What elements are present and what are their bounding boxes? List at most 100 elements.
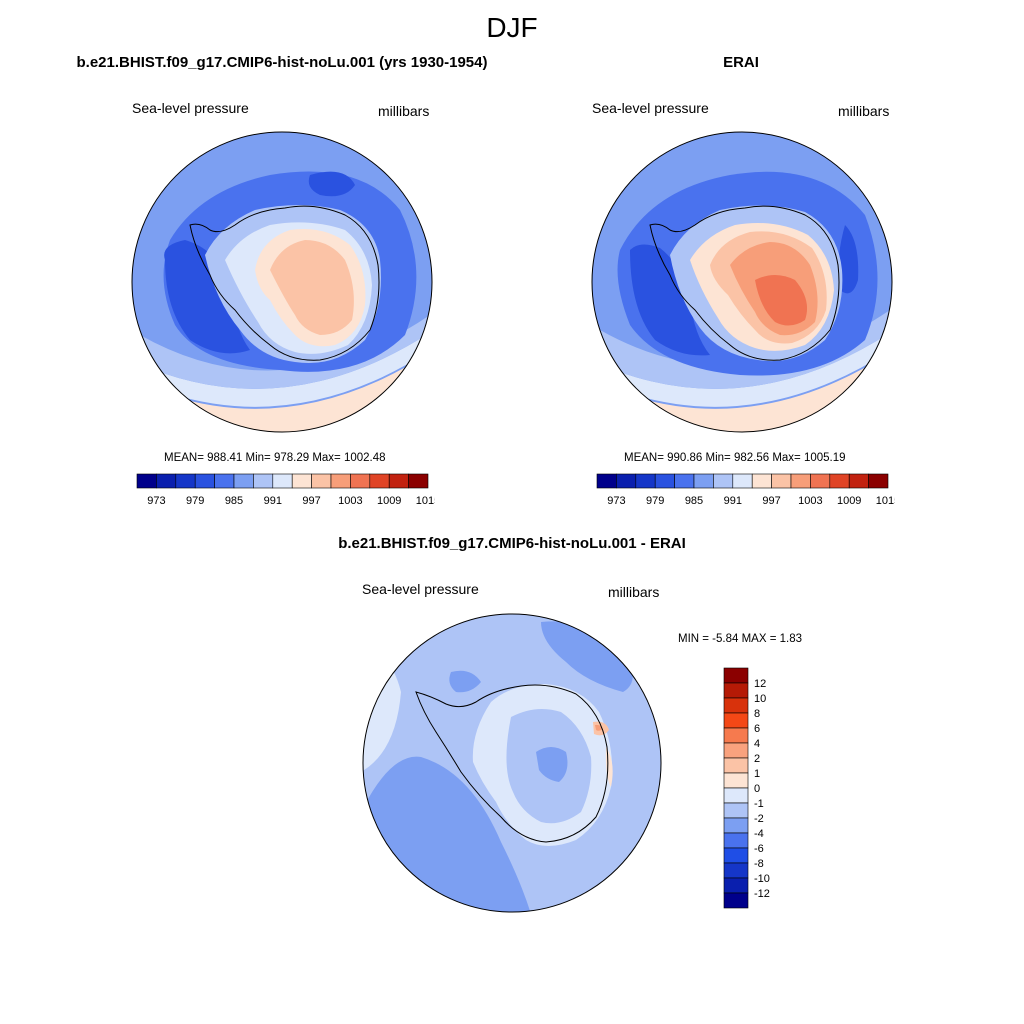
obs-contour-deep-low-west (630, 244, 710, 356)
model-contour-deep-low-west (164, 240, 250, 354)
obs-colorbar-box (848, 473, 869, 489)
diff-colorbar-box (723, 832, 749, 849)
model-polar-map (131, 131, 433, 433)
obs-colorbar-box (713, 473, 734, 489)
diff-colorbar-tick-label: -1 (754, 798, 764, 810)
obs-colorbar-tick-label: 1015 (876, 495, 895, 507)
diff-colorbar-tick-label: -12 (754, 888, 770, 900)
diff-colorbar-box (723, 712, 749, 729)
diff-colorbar-tick-label: 0 (754, 783, 760, 795)
diff-colorbar-tick-label: 10 (754, 693, 766, 705)
model-panel-title: b.e21.BHIST.f09_g17.CMIP6-hist-noLu.001 … (76, 54, 488, 71)
obs-colorbar-box (751, 473, 772, 489)
obs-colorbar: 973 979 985 991 997 1003 1009 1015 (596, 473, 895, 507)
obs-colorbar-box (732, 473, 753, 489)
diff-colorbar-box (723, 802, 749, 819)
diff-colorbar-tick-label: -4 (754, 828, 764, 840)
model-colorbar-box (330, 473, 351, 489)
obs-colorbar-box (868, 473, 889, 489)
obs-colorbar-tick-label: 1009 (837, 495, 861, 507)
model-colorbar-box (272, 473, 293, 489)
model-colorbar-box (369, 473, 390, 489)
model-stats-text: MEAN= 988.41 Min= 978.29 Max= 1002.48 (164, 452, 386, 464)
obs-colorbar-box (616, 473, 637, 489)
diff-colorbar-box (723, 847, 749, 864)
diff-colorbar-box (723, 787, 749, 804)
obs-contour-continent-high (755, 275, 808, 326)
diff-colorbar-box (723, 757, 749, 774)
diff-colorbar-tick-label: 12 (754, 678, 766, 690)
model-map-border (131, 131, 433, 433)
diff-map-border (362, 613, 662, 913)
diff-colorbar-box (723, 667, 749, 684)
diff-field-label: Sea-level pressure (362, 581, 479, 597)
model-colorbar-tick-label: 997 (302, 495, 320, 507)
model-colorbar-box (311, 473, 332, 489)
obs-colorbar-box (790, 473, 811, 489)
obs-colorbar-box (654, 473, 675, 489)
model-colorbar-tick-label: 985 (225, 495, 243, 507)
obs-colorbar-tick-label: 991 (724, 495, 742, 507)
diff-colorbar-box (723, 727, 749, 744)
diff-units-label: millibars (608, 584, 660, 600)
diff-colorbar-box (723, 697, 749, 714)
obs-colorbar-box (635, 473, 656, 489)
obs-colorbar-box (829, 473, 850, 489)
figure-title: DJF (486, 12, 538, 43)
diff-colorbar-tick-label: 8 (754, 708, 760, 720)
model-colorbar-box (175, 473, 196, 489)
model-colorbar-tick-label: 973 (147, 495, 165, 507)
model-colorbar-box (253, 473, 274, 489)
diff-colorbar-box (723, 682, 749, 699)
diff-colorbar-box (723, 892, 749, 909)
obs-contour-deep-low-east (838, 225, 859, 294)
diff-colorbar-box (723, 742, 749, 759)
diff-colorbar-tick-label: 4 (754, 738, 760, 750)
model-colorbar: 973 979 985 991 997 1003 1009 1015 (136, 473, 435, 507)
diff-colorbar-box (723, 862, 749, 879)
obs-map-border (591, 131, 893, 433)
obs-coastline (649, 205, 840, 361)
obs-colorbar-box (810, 473, 831, 489)
model-colorbar-tick-label: 991 (264, 495, 282, 507)
obs-colorbar-tick-label: 979 (646, 495, 664, 507)
obs-polar-map (591, 131, 893, 433)
diff-colorbar-tick-label: -10 (754, 873, 770, 885)
model-contour-deep-low-north (308, 171, 355, 197)
model-colorbar-box (136, 473, 157, 489)
diff-panel-title: b.e21.BHIST.f09_g17.CMIP6-hist-noLu.001 … (338, 535, 686, 552)
model-colorbar-tick-label: 1015 (416, 495, 435, 507)
diff-colorbar-box (723, 817, 749, 834)
model-colorbar-tick-label: 1003 (338, 495, 362, 507)
model-colorbar-box (350, 473, 371, 489)
model-colorbar-box (156, 473, 177, 489)
obs-colorbar-tick-label: 985 (685, 495, 703, 507)
diff-contour-small-low (449, 670, 481, 693)
diff-colorbar-tick-label: 2 (754, 753, 760, 765)
model-contour-continent-salmon (270, 240, 354, 335)
model-colorbar-box (194, 473, 215, 489)
model-colorbar-box (388, 473, 409, 489)
diff-colorbar-tick-label: 6 (754, 723, 760, 735)
model-colorbar-box (291, 473, 312, 489)
obs-colorbar-box (771, 473, 792, 489)
obs-colorbar-tick-label: 1003 (798, 495, 822, 507)
obs-colorbar-box (693, 473, 714, 489)
diff-colorbar-box (723, 877, 749, 894)
model-colorbar-tick-label: 1009 (377, 495, 401, 507)
model-coastline (189, 205, 380, 361)
diff-colorbar-tick-label: -2 (754, 813, 764, 825)
diff-polar-map (362, 613, 662, 913)
obs-panel-title: ERAI (723, 54, 759, 71)
diff-colorbar-tick-label: -6 (754, 843, 764, 855)
obs-stats-text: MEAN= 990.86 Min= 982.56 Max= 1005.19 (624, 452, 846, 464)
obs-units-label: millibars (838, 103, 890, 119)
diff-contour-continent-negative (536, 747, 568, 782)
diff-stats-text: MIN = -5.84 MAX = 1.83 (678, 633, 803, 645)
model-colorbar-box (214, 473, 235, 489)
obs-colorbar-tick-label: 973 (607, 495, 625, 507)
diff-coastline (415, 684, 609, 843)
model-field-label: Sea-level pressure (132, 100, 249, 116)
model-colorbar-box (233, 473, 254, 489)
